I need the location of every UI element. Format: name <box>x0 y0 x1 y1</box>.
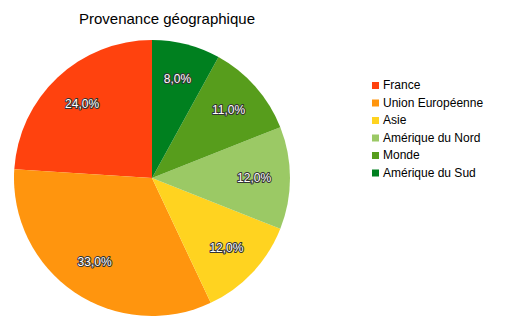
chart-title: Provenance géographique <box>79 10 255 27</box>
legend-label: Amérique du Sud <box>383 166 476 180</box>
legend-swatch <box>372 152 379 159</box>
slices <box>14 40 290 316</box>
chart: Provenance géographique 24,0% 33,0% 12,0% 12… <box>0 0 514 334</box>
chart-container: Provenance géographique 24,0% 33,0% 12,0% 12… <box>0 0 514 334</box>
data-label: 12,0% <box>237 171 271 185</box>
legend-label: Amérique du Nord <box>383 131 480 145</box>
legend-swatch <box>372 117 379 124</box>
legend-swatch <box>372 100 379 107</box>
data-label: 8,0% <box>164 72 192 86</box>
pie-slice <box>152 40 218 178</box>
legend-label: France <box>383 78 421 92</box>
legend-label: Monde <box>383 148 420 162</box>
legend-swatch <box>372 135 379 142</box>
data-label: 24,0% <box>65 97 99 111</box>
legend-swatch <box>372 82 379 89</box>
data-label: 12,0% <box>209 241 243 255</box>
data-label: 11,0% <box>212 103 245 117</box>
legend-swatch <box>372 170 379 177</box>
legend: France Union Européenne Asie Amérique du No… <box>372 78 483 180</box>
pie-slice <box>14 40 152 178</box>
data-labels: 24,0% 33,0% 12,0% 12,0% 11,0% 8,0% <box>65 72 271 269</box>
legend-label: Asie <box>383 113 407 127</box>
legend-label: Union Européenne <box>383 96 483 110</box>
data-label: 33,0% <box>78 255 112 269</box>
